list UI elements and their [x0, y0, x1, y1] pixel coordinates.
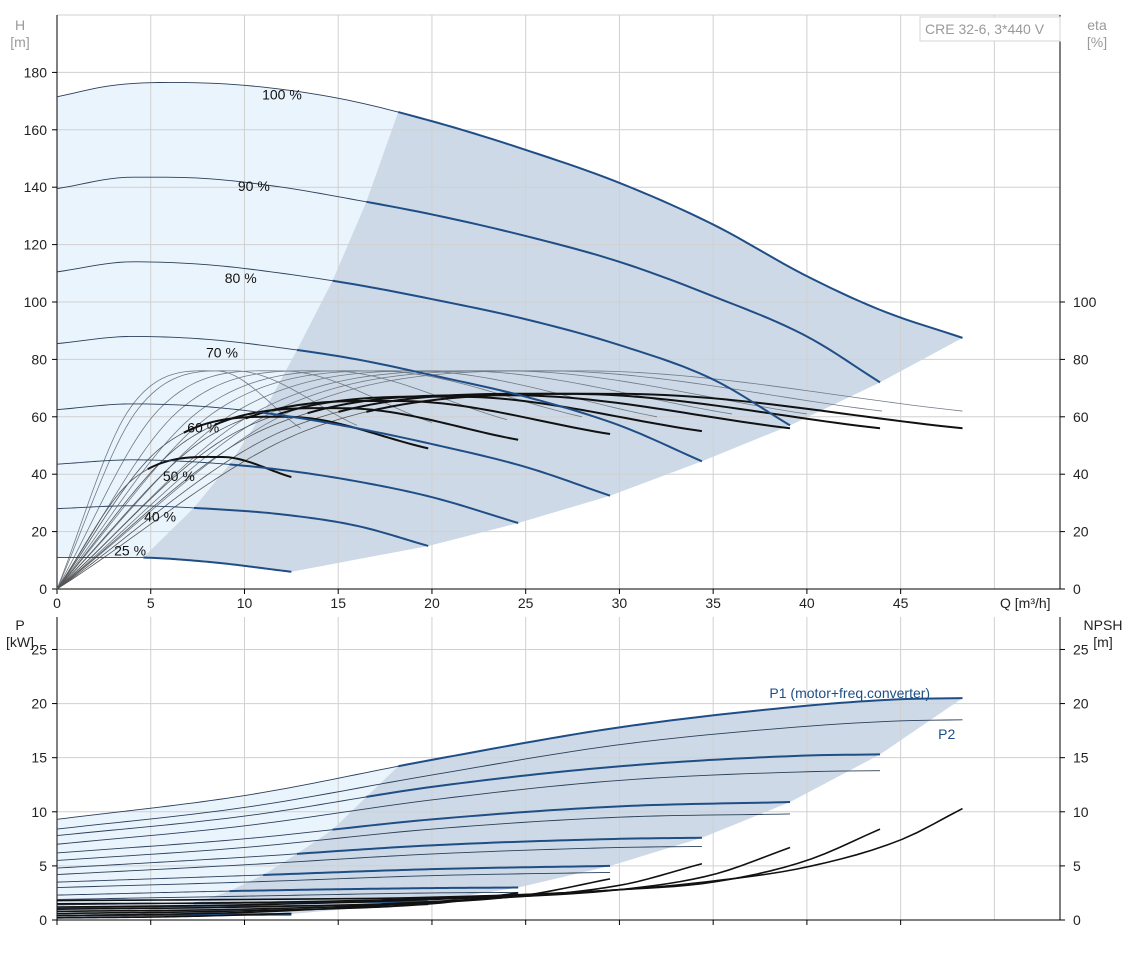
qh-left-tick-label: 0	[39, 581, 47, 597]
speed-label-7: 25 %	[114, 543, 146, 559]
power-left-tick-label: 10	[31, 804, 47, 820]
qh-right-tick-label: 60	[1073, 409, 1089, 425]
qh-left-tick-label: 120	[24, 237, 48, 253]
qh-x-tick-label: 25	[518, 595, 534, 611]
qh-left-tick-label: 60	[31, 409, 47, 425]
title-box-text: CRE 32-6, 3*440 V	[925, 21, 1045, 37]
qh-left-tick-label: 180	[24, 64, 48, 80]
power-left-tick-label: 0	[39, 912, 47, 928]
npsh-right-tick-label: 20	[1073, 696, 1089, 712]
qh-left-tick-label: 80	[31, 351, 47, 367]
power-axis-unit: [kW]	[6, 634, 34, 650]
speed-label-5: 50 %	[163, 468, 195, 484]
qh-x-tick-label: 45	[893, 595, 909, 611]
qh-right-tick-label: 0	[1073, 581, 1081, 597]
speed-label-1: 90 %	[238, 178, 270, 194]
speed-label-3: 70 %	[206, 345, 238, 361]
qh-x-tick-label: 35	[705, 595, 721, 611]
qh-left-tick-label: 40	[31, 466, 47, 482]
power-left-tick-label: 5	[39, 858, 47, 874]
qh-right-tick-label: 40	[1073, 466, 1089, 482]
power-left-tick-label: 15	[31, 750, 47, 766]
speed-label-6: 40 %	[144, 508, 176, 524]
qh-right-tick-label: 100	[1073, 294, 1097, 310]
speed-label-4: 60 %	[187, 419, 219, 435]
speed-label-0: 100 %	[262, 86, 302, 102]
power-axis-title: P	[15, 617, 24, 633]
qh-x-tick-label: 5	[147, 595, 155, 611]
npsh-right-tick-label: 0	[1073, 912, 1081, 928]
qh-right-tick-label: 20	[1073, 524, 1089, 540]
speed-label-2: 80 %	[225, 270, 257, 286]
qh-left-tick-label: 100	[24, 294, 48, 310]
qh-x-axis-label: Q [m³/h]	[1000, 595, 1051, 611]
npsh-right-tick-label: 15	[1073, 750, 1089, 766]
head-axis-title: H	[15, 17, 25, 33]
qh-x-tick-label: 15	[330, 595, 346, 611]
npsh-axis-unit: [m]	[1093, 634, 1112, 650]
npsh-right-tick-label: 10	[1073, 804, 1089, 820]
eta-axis-unit: [%]	[1087, 34, 1107, 50]
npsh-right-tick-label: 25	[1073, 641, 1089, 657]
qh-left-tick-label: 20	[31, 524, 47, 540]
qh-x-tick-label: 30	[612, 595, 628, 611]
head-axis-unit: [m]	[10, 34, 29, 50]
p2-legend-label: P2	[938, 726, 955, 742]
qh-left-tick-label: 140	[24, 179, 48, 195]
qh-left-tick-label: 160	[24, 122, 48, 138]
qh-right-tick-label: 80	[1073, 351, 1089, 367]
npsh-axis-title: NPSH	[1084, 617, 1123, 633]
eta-axis-title: eta	[1087, 17, 1107, 33]
qh-x-tick-label: 0	[53, 595, 61, 611]
p1-legend-label: P1 (motor+freq.converter)	[769, 685, 930, 701]
qh-x-tick-label: 40	[799, 595, 815, 611]
qh-x-tick-label: 20	[424, 595, 440, 611]
qh-x-tick-label: 10	[237, 595, 253, 611]
power-left-tick-label: 20	[31, 696, 47, 712]
npsh-right-tick-label: 5	[1073, 858, 1081, 874]
